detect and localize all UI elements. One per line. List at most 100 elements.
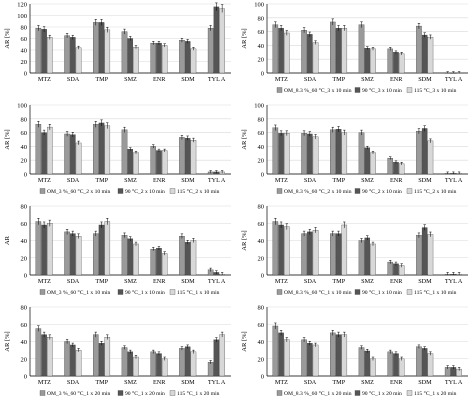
y-axis-label: AR [%]: [4, 28, 11, 48]
bar: [219, 334, 225, 377]
legend-swatch: [39, 390, 46, 396]
legend-swatch: [276, 87, 283, 93]
x-tick-label: TYL A: [445, 177, 463, 184]
legend-swatch: [406, 390, 413, 396]
y-tick-label: 80: [258, 15, 265, 22]
x-tick-label: ENR: [390, 379, 403, 386]
chart-svg: 80 60 40 20 0 AR [%] MTZ SDA TMP SMZ ENR SDM TYL A OM…: [241, 204, 468, 296]
y-tick-label: 80: [21, 25, 28, 32]
bar: [104, 125, 111, 175]
bar: [133, 152, 139, 175]
bar: [370, 48, 376, 74]
bar: [35, 328, 42, 377]
x-tick-label: SMZ: [361, 379, 374, 386]
bar: [104, 29, 111, 74]
legend-swatch: [354, 390, 361, 396]
bar: [93, 22, 99, 74]
x-tick-label: SDM: [418, 278, 432, 285]
legend-label: 90 °C_2 x 10 min: [362, 188, 402, 195]
y-axis-label: AR [%]: [241, 230, 248, 250]
bar: [398, 358, 405, 377]
y-tick-label: 40: [258, 144, 265, 151]
bar: [190, 140, 197, 175]
bar: [307, 343, 313, 377]
bar: [70, 344, 76, 377]
y-tick-label: 40: [258, 339, 265, 346]
bar: [456, 72, 462, 74]
legend-label: 115 °C_1 x 10 min: [414, 289, 457, 296]
bar: [284, 133, 290, 175]
y-tick-label: 40: [21, 238, 28, 245]
bar: [416, 235, 422, 276]
bar: [278, 224, 284, 276]
bar: [393, 353, 399, 377]
bar: [341, 132, 348, 175]
bar: [190, 48, 197, 74]
bar: [335, 128, 342, 175]
y-tick-label: 60: [21, 322, 28, 329]
legend-swatch: [406, 188, 413, 194]
y-tick-label: 0: [24, 71, 27, 78]
bar: [272, 127, 279, 175]
bar: [301, 133, 307, 175]
legend-swatch: [169, 188, 176, 194]
x-tick-label: SDA: [67, 278, 80, 285]
bar: [301, 30, 307, 74]
x-tick-label: SDM: [181, 379, 195, 386]
y-tick-label: 40: [258, 238, 265, 245]
bar: [370, 243, 376, 276]
y-tick-label: 20: [21, 158, 28, 165]
bar: [75, 349, 82, 377]
x-tick-label: SDA: [304, 177, 317, 184]
bar: [190, 351, 197, 377]
x-tick-label: SDM: [418, 177, 432, 184]
x-tick-label: SMZ: [361, 278, 374, 285]
x-tick-label: SDA: [67, 177, 80, 184]
bar: [75, 142, 82, 175]
bar: [184, 137, 191, 175]
x-tick-label: SMZ: [361, 76, 374, 83]
x-tick-label: ENR: [390, 177, 403, 184]
bar: [156, 150, 162, 175]
y-tick-label: 0: [261, 71, 264, 78]
y-tick-label: 100: [254, 103, 264, 110]
chart-svg: 100 80 60 40 20 0 AR [%] MTZ SDA TMP SMZ ENR SDM TYL …: [4, 103, 231, 195]
y-tick-label: 60: [21, 221, 28, 228]
y-tick-label: 0: [261, 172, 264, 179]
x-tick-label: MTZ: [38, 379, 51, 386]
legend-label: OM_8.3 %_60 °C_1 x 10 min: [284, 289, 352, 296]
bar: [370, 152, 376, 175]
x-tick-label: SMZ: [361, 177, 374, 184]
bar: [127, 351, 134, 377]
chart-svg: 80 60 40 20 0 AR MTZ SDA TMP SMZ ENR SDM TYL A OM_3 %…: [4, 204, 231, 296]
chart-panel-1: 120 100 80 60 40 20 0 AR [%] MTZ SDA TMP SMZ ENR SDM T…: [0, 0, 237, 101]
bar: [161, 45, 168, 74]
legend-swatch: [276, 289, 283, 295]
bar: [70, 37, 76, 74]
bar: [41, 224, 47, 276]
bar: [93, 124, 99, 175]
x-tick-label: TYL A: [445, 278, 463, 285]
x-tick-label: TYL A: [208, 76, 226, 83]
bar: [127, 149, 134, 175]
y-tick-label: 60: [258, 29, 265, 36]
legend-label: 115 °C_1 x 20 min: [414, 390, 457, 397]
bar: [127, 238, 134, 276]
bar: [47, 223, 53, 276]
y-tick-label: 20: [258, 255, 265, 262]
x-tick-label: SMZ: [124, 76, 137, 83]
x-tick-label: TYL A: [208, 379, 226, 386]
legend-label: 90 °C_1 x 20 min: [125, 390, 165, 397]
bar: [341, 334, 348, 377]
x-tick-label: ENR: [390, 278, 403, 285]
legend-label: OM_8.3 %_60 °C_1 x 20 min: [284, 390, 352, 397]
x-tick-label: TYL A: [445, 76, 463, 83]
bar: [179, 348, 185, 377]
legend-swatch: [39, 289, 46, 295]
bar: [104, 337, 111, 377]
legend-swatch: [406, 289, 413, 295]
y-tick-label: 0: [24, 172, 27, 179]
bar: [207, 27, 214, 74]
bar: [98, 122, 105, 175]
y-tick-label: 40: [21, 339, 28, 346]
